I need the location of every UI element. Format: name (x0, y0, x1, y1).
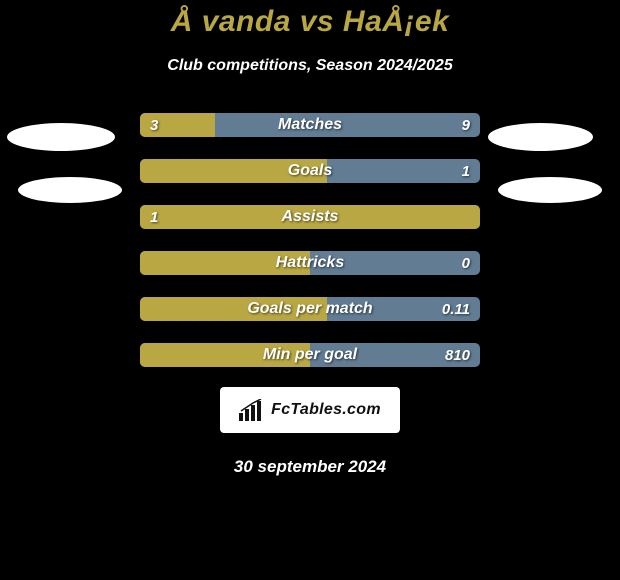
bar-fill (140, 205, 480, 229)
page-title: Å vanda vs HaÅ¡ek (0, 5, 620, 39)
stat-row: Hattricks0 (140, 251, 480, 275)
logo-box[interactable]: FcTables.com (220, 387, 400, 433)
page-subtitle: Club competitions, Season 2024/2025 (0, 57, 620, 75)
bar-fill (140, 251, 310, 275)
logo-text: FcTables.com (271, 401, 381, 419)
bar-fill (140, 343, 310, 367)
bar-fill (140, 297, 327, 321)
decor-ellipse (488, 123, 593, 151)
date-label: 30 september 2024 (0, 457, 620, 477)
bar-fill (140, 113, 215, 137)
stat-rows: 3Matches9 Goals1 1Assists Hattricks0 Goals p… (0, 113, 620, 367)
decor-ellipse (498, 177, 602, 203)
comparison-card: Å vanda vs HaÅ¡ek Club competitions, Sea… (0, 0, 620, 477)
stat-row: 3Matches9 (140, 113, 480, 137)
stat-row: Goals1 (140, 159, 480, 183)
fctables-icon (239, 399, 265, 421)
decor-ellipse (18, 177, 122, 203)
stat-row: Goals per match0.11 (140, 297, 480, 321)
decor-ellipse (7, 123, 115, 151)
bar-fill (140, 159, 327, 183)
stat-row: 1Assists (140, 205, 480, 229)
stat-row: Min per goal810 (140, 343, 480, 367)
